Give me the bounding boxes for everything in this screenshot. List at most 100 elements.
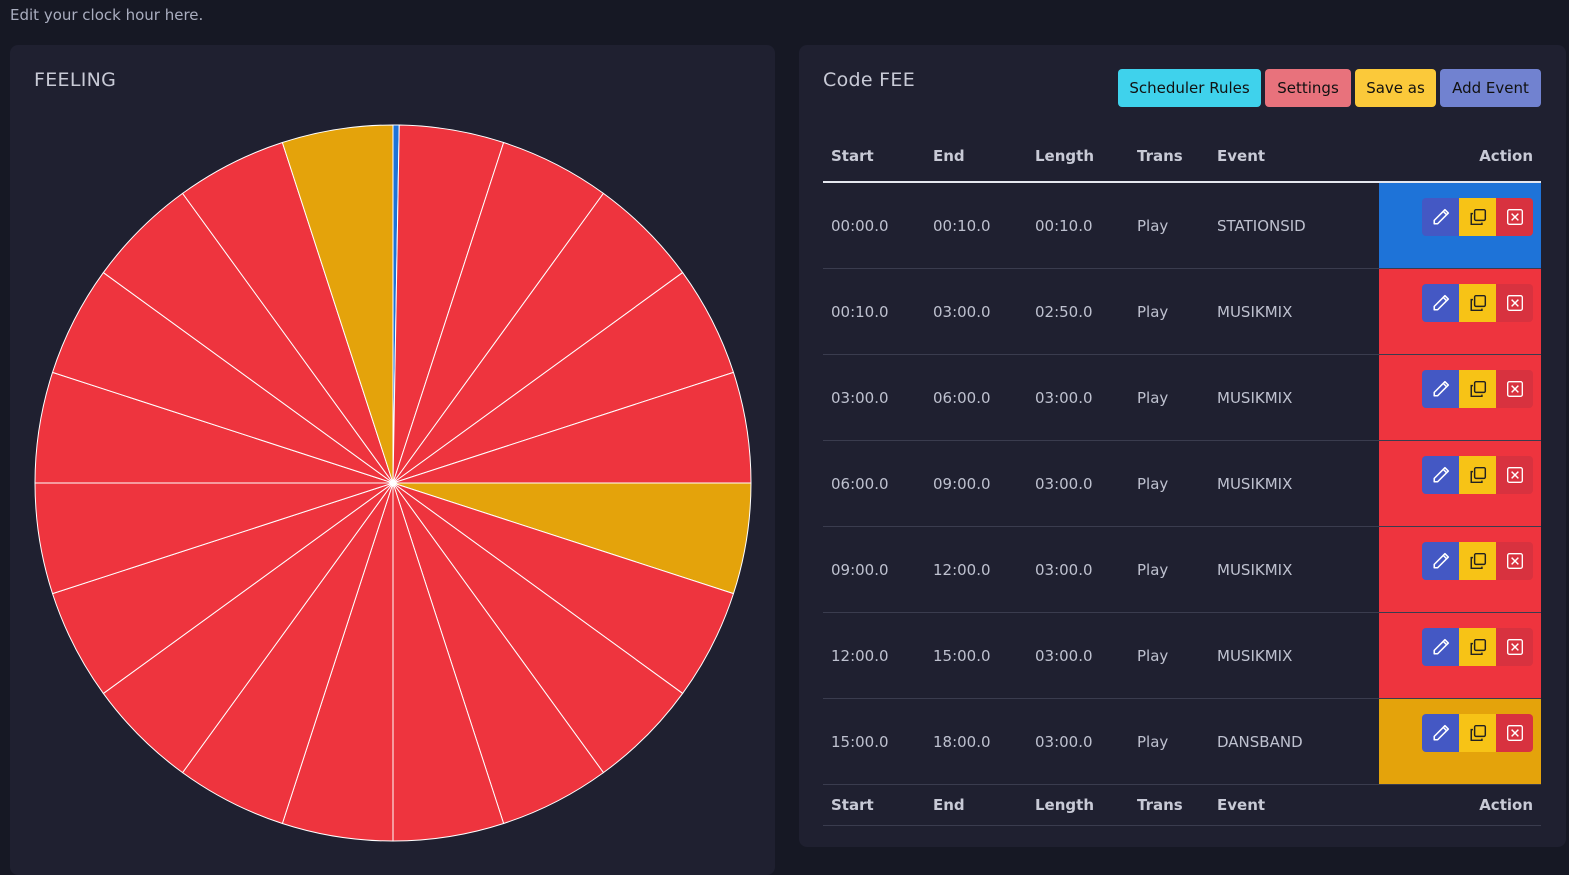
event-start: 03:00.0: [823, 354, 925, 441]
event-name: MUSIKMIX: [1209, 440, 1379, 527]
pie-slice-dansband[interactable]: [281, 124, 394, 484]
pencil-icon: [1432, 208, 1449, 225]
event-color-cell: [1379, 526, 1541, 613]
event-end: 09:00.0: [925, 440, 1027, 527]
edit-event-button[interactable]: [1422, 198, 1459, 236]
clock-code-title: Code FEE: [823, 69, 916, 91]
column-footer-trans: Trans: [1129, 784, 1209, 826]
event-trans: Play: [1129, 354, 1209, 441]
close-icon: [1506, 209, 1523, 225]
events-table-body: 00:00.0 00:10.0 00:10.0 Play STATIONSID: [823, 182, 1541, 785]
event-end: 12:00.0: [925, 526, 1027, 613]
copy-icon: [1470, 552, 1486, 570]
event-color-cell: [1379, 354, 1541, 441]
column-footer-start: Start: [823, 784, 925, 826]
delete-event-button[interactable]: [1496, 714, 1533, 752]
pencil-icon: [1432, 294, 1449, 311]
pencil-icon: [1432, 466, 1449, 483]
table-row[interactable]: 12:00.0 15:00.0 03:00.0 Play MUSIKMIX: [823, 612, 1541, 699]
duplicate-event-button[interactable]: [1459, 714, 1496, 752]
column-header-trans: Trans: [1129, 131, 1209, 183]
event-name: MUSIKMIX: [1209, 354, 1379, 441]
duplicate-event-button[interactable]: [1459, 198, 1496, 236]
events-panel: Code FEE Scheduler Rules Settings Save a…: [799, 45, 1566, 847]
close-icon: [1506, 295, 1523, 311]
event-start: 00:00.0: [823, 182, 925, 269]
edit-event-button[interactable]: [1422, 714, 1459, 752]
duplicate-event-button[interactable]: [1459, 628, 1496, 666]
event-end: 06:00.0: [925, 354, 1027, 441]
column-footer-length: Length: [1027, 784, 1129, 826]
row-actions: [1422, 370, 1533, 408]
event-color-cell: [1379, 440, 1541, 527]
copy-icon: [1470, 724, 1486, 742]
event-end: 18:00.0: [925, 698, 1027, 785]
event-length: 03:00.0: [1027, 354, 1129, 441]
duplicate-event-button[interactable]: [1459, 456, 1496, 494]
column-footer-action: Action: [1379, 784, 1541, 826]
column-header-length: Length: [1027, 131, 1129, 183]
table-footer-row: Start End Length Trans Event Action: [823, 784, 1541, 826]
duplicate-event-button[interactable]: [1459, 284, 1496, 322]
event-trans: Play: [1129, 440, 1209, 527]
column-header-end: End: [925, 131, 1027, 183]
edit-event-button[interactable]: [1422, 284, 1459, 322]
table-row[interactable]: 00:10.0 03:00.0 02:50.0 Play MUSIKMIX: [823, 268, 1541, 355]
event-trans: Play: [1129, 698, 1209, 785]
event-name: MUSIKMIX: [1209, 268, 1379, 355]
copy-icon: [1470, 638, 1486, 656]
add-event-button[interactable]: Add Event: [1440, 69, 1541, 107]
edit-event-button[interactable]: [1422, 456, 1459, 494]
duplicate-event-button[interactable]: [1459, 542, 1496, 580]
row-actions: [1422, 284, 1533, 322]
pencil-icon: [1432, 638, 1449, 655]
delete-event-button[interactable]: [1496, 456, 1533, 494]
event-start: 15:00.0: [823, 698, 925, 785]
events-table: Start End Length Trans Event Action 00:0…: [823, 131, 1541, 826]
row-actions: [1422, 628, 1533, 666]
close-icon: [1506, 381, 1523, 397]
delete-event-button[interactable]: [1496, 542, 1533, 580]
event-trans: Play: [1129, 612, 1209, 699]
table-row[interactable]: 15:00.0 18:00.0 03:00.0 Play DANSBAND: [823, 698, 1541, 785]
column-footer-end: End: [925, 784, 1027, 826]
pencil-icon: [1432, 724, 1449, 741]
save-as-button[interactable]: Save as: [1355, 69, 1436, 107]
close-icon: [1506, 639, 1523, 655]
delete-event-button[interactable]: [1496, 628, 1533, 666]
event-length: 03:00.0: [1027, 526, 1129, 613]
delete-event-button[interactable]: [1496, 284, 1533, 322]
copy-icon: [1470, 294, 1486, 312]
column-footer-event: Event: [1209, 784, 1379, 826]
row-actions: [1422, 714, 1533, 752]
delete-event-button[interactable]: [1496, 370, 1533, 408]
table-row[interactable]: 09:00.0 12:00.0 03:00.0 Play MUSIKMIX: [823, 526, 1541, 613]
duplicate-event-button[interactable]: [1459, 370, 1496, 408]
copy-icon: [1470, 208, 1486, 226]
table-header-row: Start End Length Trans Event Action: [823, 131, 1541, 183]
table-row[interactable]: 00:00.0 00:10.0 00:10.0 Play STATIONSID: [823, 182, 1541, 269]
edit-event-button[interactable]: [1422, 628, 1459, 666]
row-actions: [1422, 542, 1533, 580]
edit-event-button[interactable]: [1422, 370, 1459, 408]
event-trans: Play: [1129, 268, 1209, 355]
event-start: 09:00.0: [823, 526, 925, 613]
settings-button[interactable]: Settings: [1265, 69, 1351, 107]
event-start: 12:00.0: [823, 612, 925, 699]
event-end: 15:00.0: [925, 612, 1027, 699]
clock-title: FEELING: [34, 69, 117, 91]
event-name: MUSIKMIX: [1209, 526, 1379, 613]
event-start: 00:10.0: [823, 268, 925, 355]
table-row[interactable]: 06:00.0 09:00.0 03:00.0 Play MUSIKMIX: [823, 440, 1541, 527]
event-length: 03:00.0: [1027, 698, 1129, 785]
delete-event-button[interactable]: [1496, 198, 1533, 236]
copy-icon: [1470, 380, 1486, 398]
event-length: 02:50.0: [1027, 268, 1129, 355]
edit-event-button[interactable]: [1422, 542, 1459, 580]
pencil-icon: [1432, 380, 1449, 397]
event-length: 03:00.0: [1027, 440, 1129, 527]
event-color-cell: [1379, 698, 1541, 785]
scheduler-rules-button[interactable]: Scheduler Rules: [1118, 69, 1261, 107]
event-trans: Play: [1129, 182, 1209, 269]
table-row[interactable]: 03:00.0 06:00.0 03:00.0 Play MUSIKMIX: [823, 354, 1541, 441]
